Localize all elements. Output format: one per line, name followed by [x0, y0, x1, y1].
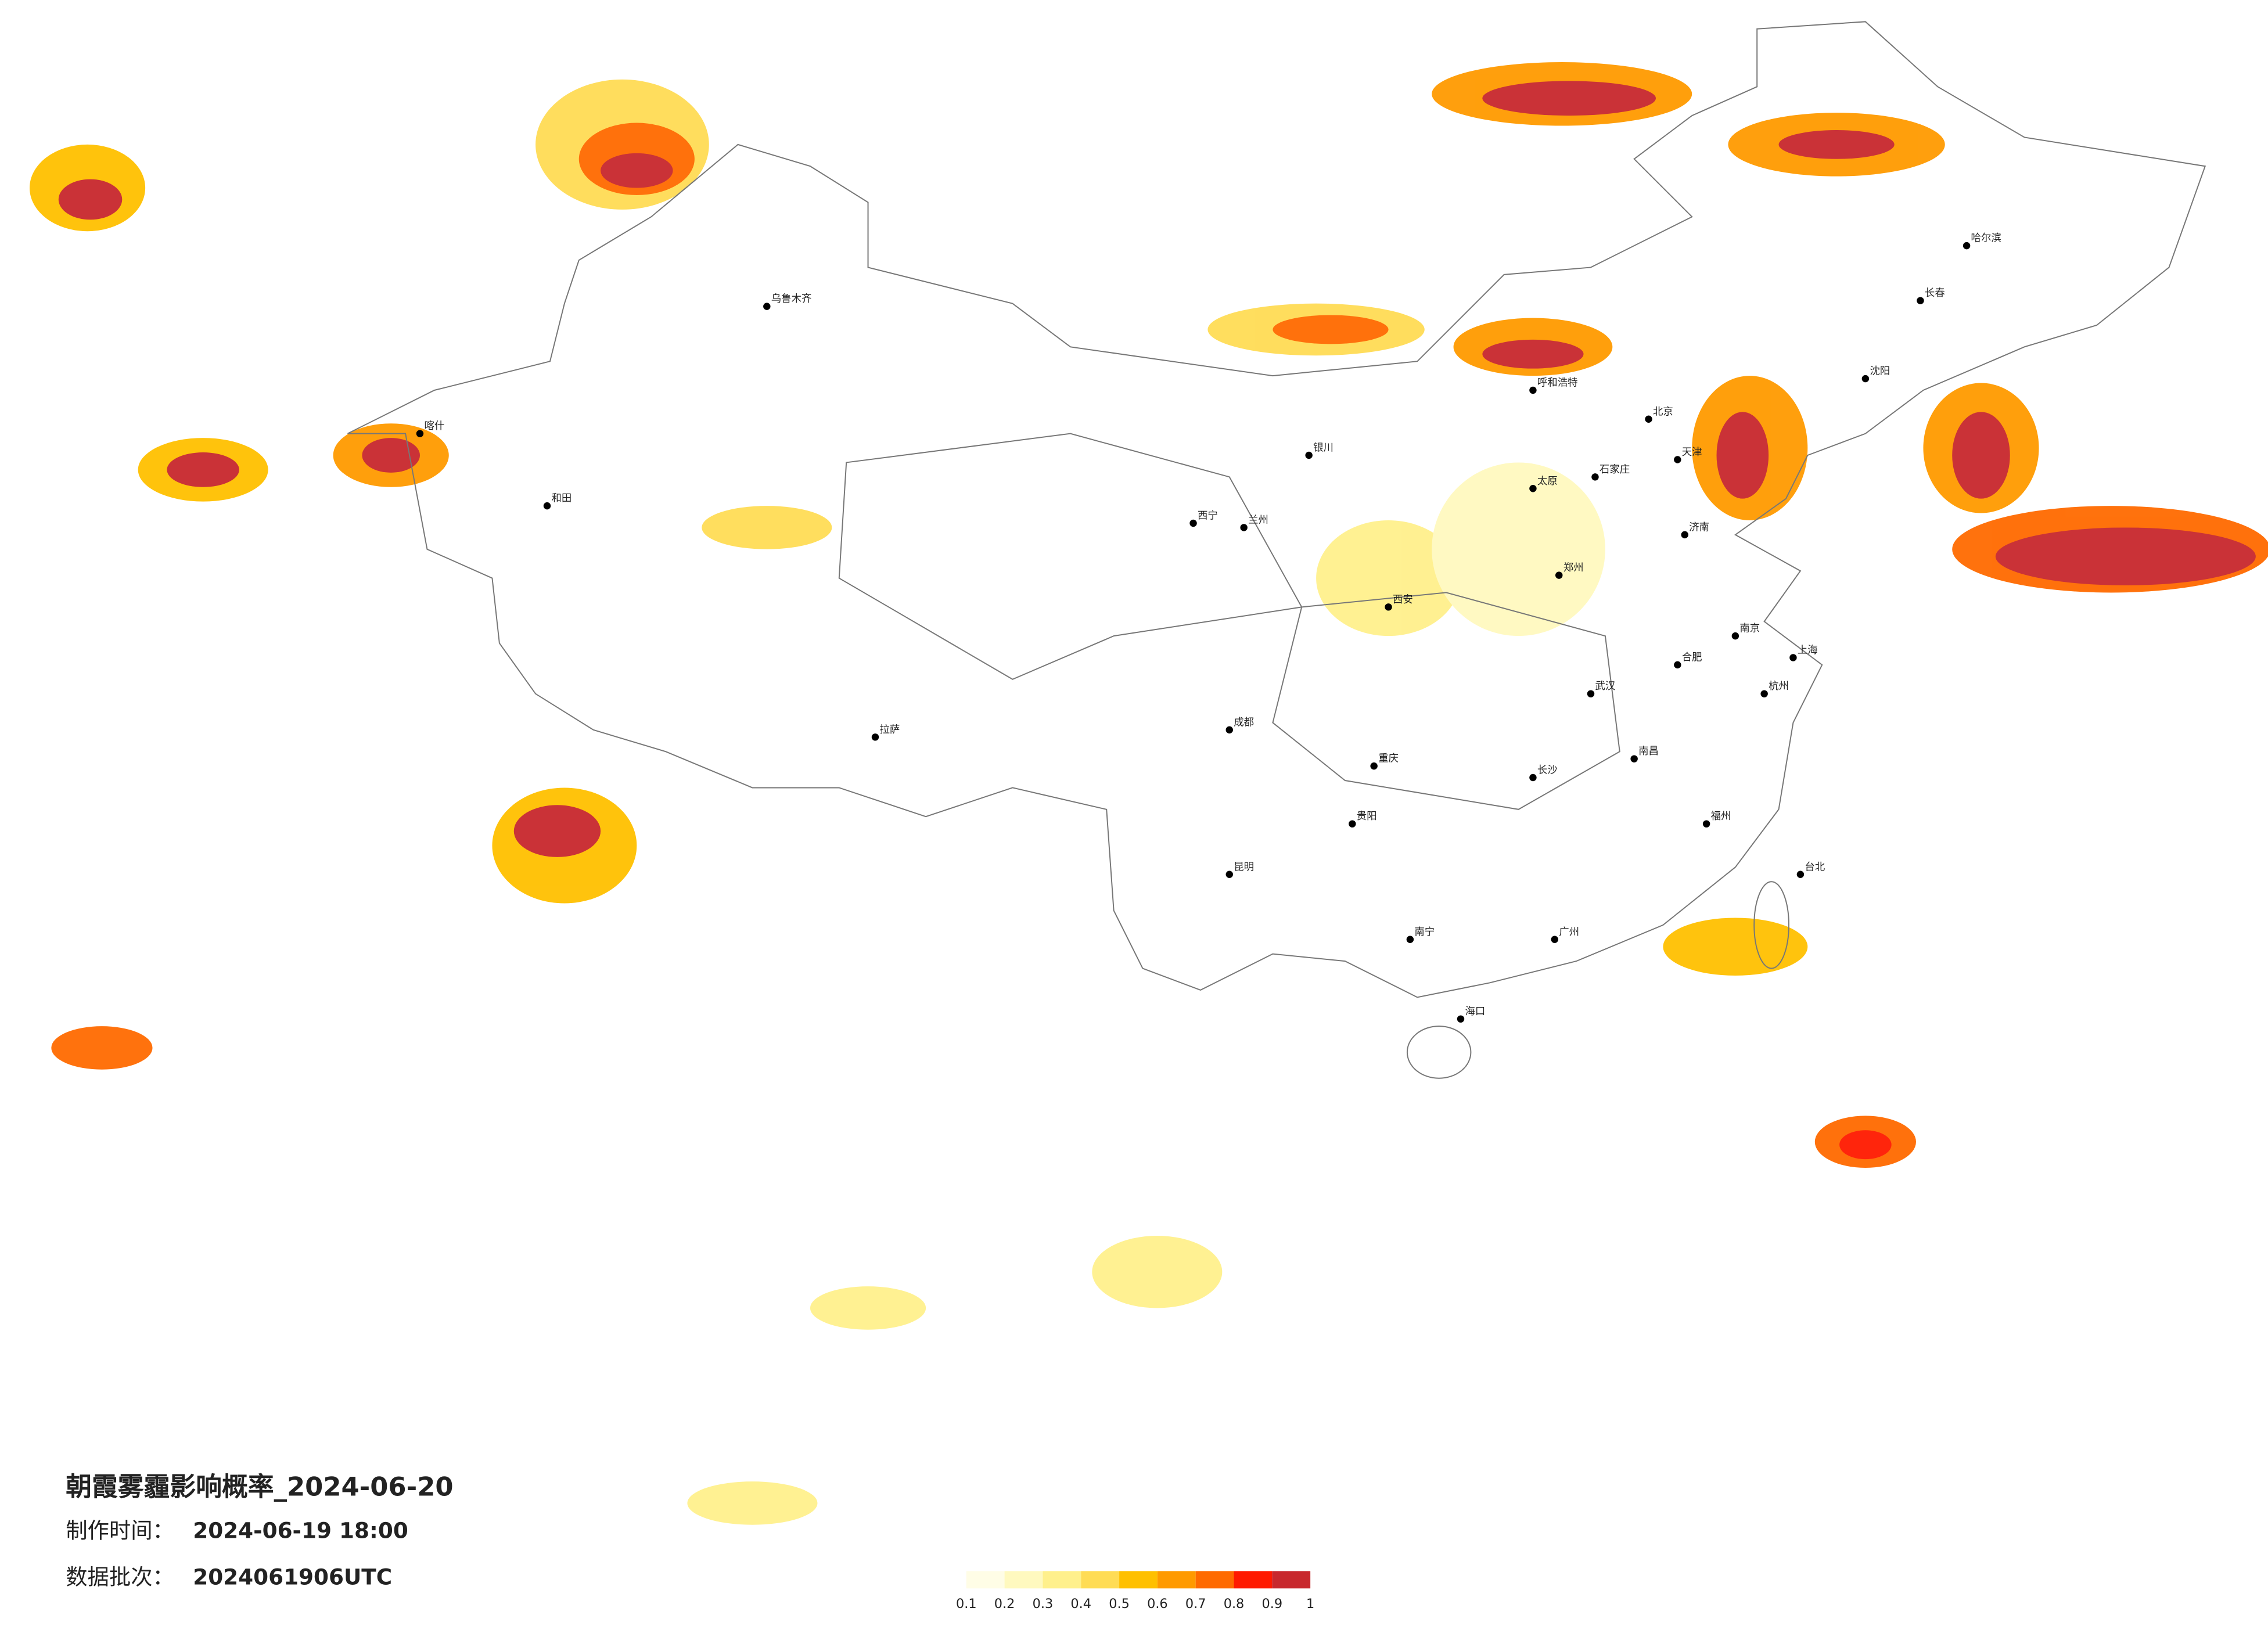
city-label: 上海: [1798, 645, 1818, 656]
city-label: 长沙: [1537, 765, 1558, 776]
city-label: 海口: [1465, 1006, 1485, 1017]
city-dot: [1674, 456, 1681, 463]
city-label: 杭州: [1769, 681, 1789, 692]
city-label: 兰州: [1248, 515, 1268, 526]
city-label: 贵阳: [1357, 811, 1377, 822]
city-label: 太原: [1537, 476, 1558, 487]
city-dot: [1731, 632, 1739, 640]
borders: [347, 21, 2206, 1079]
city-dot: [1240, 524, 1248, 531]
city-label: 武汉: [1595, 681, 1615, 692]
city-label: 成都: [1234, 717, 1254, 728]
info-label: 数据批次：: [66, 1564, 174, 1589]
city-label: 银川: [1313, 443, 1334, 454]
city-dot: [1674, 661, 1681, 669]
city-dot: [1189, 519, 1197, 527]
legend-tick-label: 0.4: [1070, 1596, 1091, 1611]
legend-tick-label: 0.3: [1033, 1596, 1054, 1611]
city-dot: [1587, 690, 1595, 697]
city-label: 重庆: [1378, 753, 1399, 765]
info-value: 2024061906UTC: [193, 1564, 392, 1589]
legend-tick-label: 0.5: [1109, 1596, 1130, 1611]
city-dot: [1681, 531, 1688, 539]
legend-swatch: [1081, 1571, 1120, 1589]
legend-swatch: [1234, 1571, 1273, 1589]
city-dot: [1385, 603, 1392, 611]
city-dot: [1529, 485, 1537, 492]
haze-patches: [29, 62, 2268, 1525]
legend-tick-label: 0.9: [1262, 1596, 1283, 1611]
legend-swatch: [1004, 1571, 1043, 1589]
city-dot: [1760, 690, 1768, 697]
legend: 0.1 0.2 0.3 0.4 0.5 0.6 0.7 0.8 0.9 1: [956, 1571, 1314, 1611]
city-dot: [1591, 473, 1599, 481]
city-label: 乌鲁木齐: [771, 293, 812, 305]
city-dot: [1529, 774, 1537, 782]
city-label: 石家庄: [1600, 464, 1630, 476]
city-label: 西宁: [1198, 510, 1218, 522]
city-label: 台北: [1805, 861, 1825, 873]
city-dot: [1349, 820, 1356, 828]
legend-tick-label: 0.8: [1224, 1596, 1245, 1611]
info-label: 制作时间：: [66, 1518, 174, 1544]
legend-tick-label: 0.7: [1185, 1596, 1206, 1611]
legend-swatch: [1157, 1571, 1196, 1589]
legend-tick-label: 0.1: [956, 1596, 977, 1611]
city-label: 广州: [1559, 926, 1579, 938]
city-label: 沈阳: [1870, 366, 1890, 377]
city-label: 合肥: [1682, 652, 1702, 663]
legend-tick-label: 0.6: [1147, 1596, 1168, 1611]
city-dot: [416, 430, 424, 437]
city-dot: [1796, 870, 1805, 878]
city-label: 南昌: [1638, 746, 1659, 757]
legend-swatch: [1119, 1571, 1158, 1589]
legend-tick-label: 0.2: [994, 1596, 1015, 1611]
city-label: 南京: [1739, 623, 1760, 635]
city-dot: [1789, 654, 1797, 661]
legend-tick-label: 1: [1306, 1596, 1314, 1611]
city-dot: [1630, 755, 1638, 762]
legend-swatch: [1195, 1571, 1234, 1589]
city-dot: [763, 303, 771, 310]
city-dot: [543, 502, 551, 510]
city-label: 西安: [1393, 594, 1413, 606]
city-dot: [871, 733, 879, 741]
city-dot: [1406, 936, 1414, 943]
city-label: 北京: [1653, 406, 1673, 418]
city-dot: [1551, 936, 1558, 943]
city-dot: [1529, 386, 1537, 394]
city-label: 哈尔滨: [1971, 233, 2001, 244]
city-label: 喀什: [424, 420, 444, 432]
city-label: 南宁: [1414, 926, 1435, 938]
city-dot: [1225, 726, 1233, 734]
city-dot: [1963, 242, 1971, 250]
city-label: 济南: [1689, 521, 1709, 533]
city-label: 郑州: [1563, 562, 1584, 574]
city-label: 长春: [1925, 287, 1945, 299]
title: 朝霞雾霾影响概率_2024-06-20: [66, 1472, 453, 1502]
city-label: 拉萨: [879, 724, 900, 736]
city-label: 和田: [551, 493, 572, 505]
city-label: 昆明: [1234, 861, 1254, 873]
city-label: 天津: [1682, 447, 1702, 458]
city-dot: [1457, 1015, 1465, 1023]
city-dot: [1225, 870, 1233, 878]
legend-swatch: [1043, 1571, 1081, 1589]
city-label: 呼和浩特: [1537, 377, 1578, 389]
legend-swatch: [1272, 1571, 1311, 1589]
legend-swatch: [966, 1571, 1005, 1589]
city-label: 福州: [1711, 811, 1731, 822]
city-dot: [1305, 451, 1313, 459]
info-value: 2024-06-19 18:00: [193, 1518, 408, 1544]
city-dot: [1917, 297, 1924, 304]
city-dot: [1702, 820, 1710, 828]
city-dot: [1645, 415, 1652, 423]
city-dot: [1555, 571, 1563, 579]
city-dot: [1370, 762, 1378, 770]
city-dot: [1861, 375, 1870, 383]
